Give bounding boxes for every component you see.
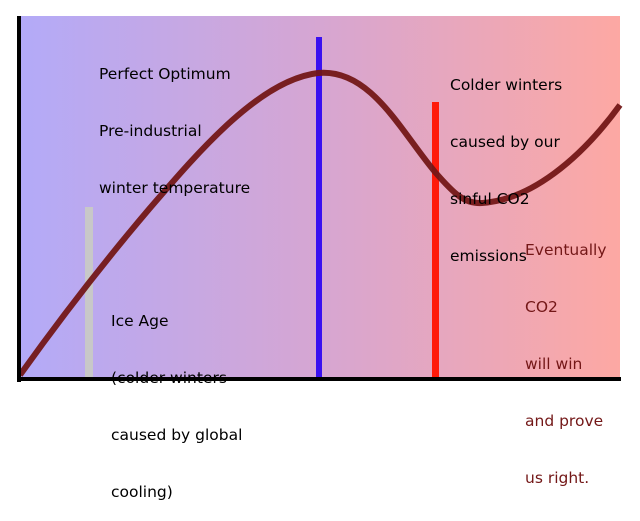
temperature-curve <box>17 69 623 377</box>
annotation-line: cooling) <box>111 483 173 501</box>
annotation-line: Eventually <box>525 241 607 259</box>
annotation-colder-winters: Colder winters caused by our sinful CO2 … <box>450 38 562 285</box>
annotation-perfect-optimum: Perfect Optimum Pre-industrial winter te… <box>99 27 250 217</box>
annotation-line: emissions <box>450 247 527 265</box>
y-axis <box>17 16 21 382</box>
annotation-line: winter temperature <box>99 179 251 197</box>
co2-marker-bar <box>432 102 439 378</box>
annotation-line: Pre-industrial <box>99 122 202 140</box>
annotation-line: us right. <box>525 469 590 487</box>
annotation-eventually: Eventually CO2 will win and prove us rig… <box>525 203 607 507</box>
annotation-ice-age: Ice Age (colder winters caused by global… <box>111 274 242 521</box>
annotation-line: CO2 <box>525 298 558 316</box>
annotation-line: sinful CO2 <box>450 190 530 208</box>
annotation-line: caused by global <box>111 426 243 444</box>
annotation-line: and prove <box>525 412 604 430</box>
x-axis <box>17 377 621 381</box>
annotation-line: caused by our <box>450 133 560 151</box>
annotation-line: Perfect Optimum <box>99 65 231 83</box>
annotation-line: (colder winters <box>111 369 227 387</box>
annotation-line: Ice Age <box>111 312 169 330</box>
optimum-marker-bar <box>316 37 322 378</box>
chart-canvas <box>17 16 623 382</box>
annotation-line: will win <box>525 355 583 373</box>
annotation-line: Colder winters <box>450 76 563 94</box>
ice-age-marker-bar <box>85 207 93 378</box>
